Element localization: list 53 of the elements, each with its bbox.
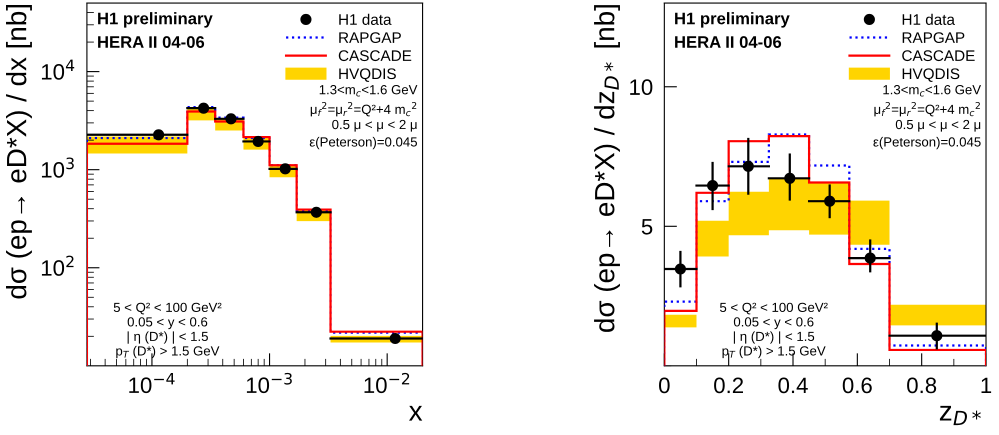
x-tick-label: 1 — [982, 378, 992, 394]
legend-label: CASCADE — [902, 50, 975, 62]
y-tick-label: 10$^{4}$ — [42, 60, 74, 80]
annotation: 0.5 μ < μ < 2 μ — [332, 120, 417, 132]
x-tick-label: 10$^{−3}$ — [246, 372, 292, 394]
y-axis-title: dσ (ep→ eD*X) / dx [nb] — [6, 5, 32, 298]
point — [824, 196, 836, 207]
y-tick-label: 10$^{2}$ — [42, 256, 74, 276]
annotation: p$_{T}$ (D*) > 1.5 GeV — [722, 346, 826, 358]
y-tick-label: 5 — [642, 219, 652, 235]
y-tick-label: 10$^{3}$ — [42, 158, 74, 178]
legend-label: H1 data — [339, 14, 392, 25]
text: HERA II 04-06 — [675, 36, 782, 48]
point — [707, 180, 718, 192]
point — [931, 330, 942, 342]
annotation: p$_{T}$ (D*) > 1.5 GeV — [116, 346, 220, 358]
annotation: 0.05 < y < 0.6 — [734, 317, 814, 330]
x-tick-label: 10$^{−4}$ — [129, 373, 175, 394]
y-tick-label: 10 — [630, 79, 652, 96]
text: H1 preliminary — [98, 12, 213, 28]
x-tick-label: 0.6 — [842, 378, 872, 394]
annotation: 5 < Q² < 100 GeV² — [114, 302, 222, 314]
annotation: ε(Peterson)=0.045 — [873, 136, 981, 150]
x-tick-label: 0.4 — [778, 378, 808, 394]
x-tick-label: 0.8 — [907, 378, 936, 394]
legend-label: H1 data — [902, 14, 955, 25]
annotation: 5 < Q² < 100 GeV² — [720, 302, 828, 314]
point — [784, 172, 796, 184]
annotation: 1.3<m$_{c}$<1.6 GeV — [320, 85, 418, 97]
annotation: ε(Peterson)=0.045 — [310, 136, 417, 150]
point — [864, 252, 876, 264]
legend-label: RAPGAP — [902, 32, 964, 44]
x-tick-label: 10$^{−2}$ — [364, 372, 410, 394]
point — [742, 160, 754, 172]
annotation: 0.5 μ < μ < 2 μ — [896, 120, 980, 132]
annotation: 0.05 < y < 0.6 — [128, 317, 208, 330]
text: μ$_{f}$$^{2}$=μ$_{r}$$^{2}$=Q²+4 m$_{c}$$^{2}$ — [310, 102, 416, 116]
annotation: 1.3<m$_{c}$<1.6 GeV — [883, 85, 982, 97]
y-axis-title: dσ (ep→ eD*X) / dz$_{D*}$ [nb] — [594, 5, 620, 332]
annotation: | η (D*) | < 1.5 — [128, 331, 208, 344]
x-tick-label: 0 — [659, 378, 670, 394]
legend-label: HVQDIS — [339, 68, 396, 82]
x-tick-label: 0.2 — [714, 378, 743, 394]
annotation: | η (D*) | < 1.5 — [734, 331, 814, 344]
legend-label: CASCADE — [338, 50, 412, 62]
point — [674, 263, 686, 275]
legend-label: RAPGAP — [339, 32, 401, 44]
legend-label: HVQDIS — [902, 68, 960, 82]
text: H1 preliminary — [675, 12, 790, 28]
x-axis-title: x — [409, 406, 422, 421]
x-axis-title: z$_{D*}$ — [940, 406, 981, 426]
text: μ$_{f}$$^{2}$=μ$_{r}$$^{2}$=Q²+4 m$_{c}$$^{2}$ — [874, 102, 980, 116]
text: HERA II 04-06 — [98, 36, 204, 48]
